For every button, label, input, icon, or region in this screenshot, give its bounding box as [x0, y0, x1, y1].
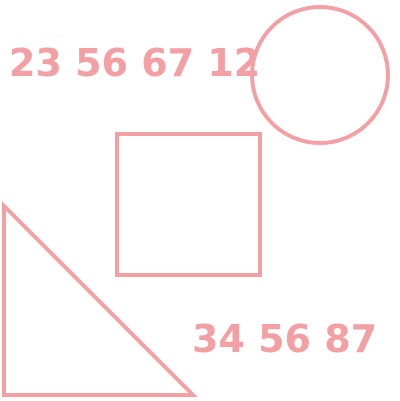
- top-numbers-label: 23 56 67 12: [9, 41, 260, 85]
- square-shape: [115, 132, 262, 277]
- right-triangle-shape: [1, 201, 198, 397]
- circle-shape: [250, 5, 390, 145]
- bottom-numbers-label: 34 56 87: [192, 317, 377, 361]
